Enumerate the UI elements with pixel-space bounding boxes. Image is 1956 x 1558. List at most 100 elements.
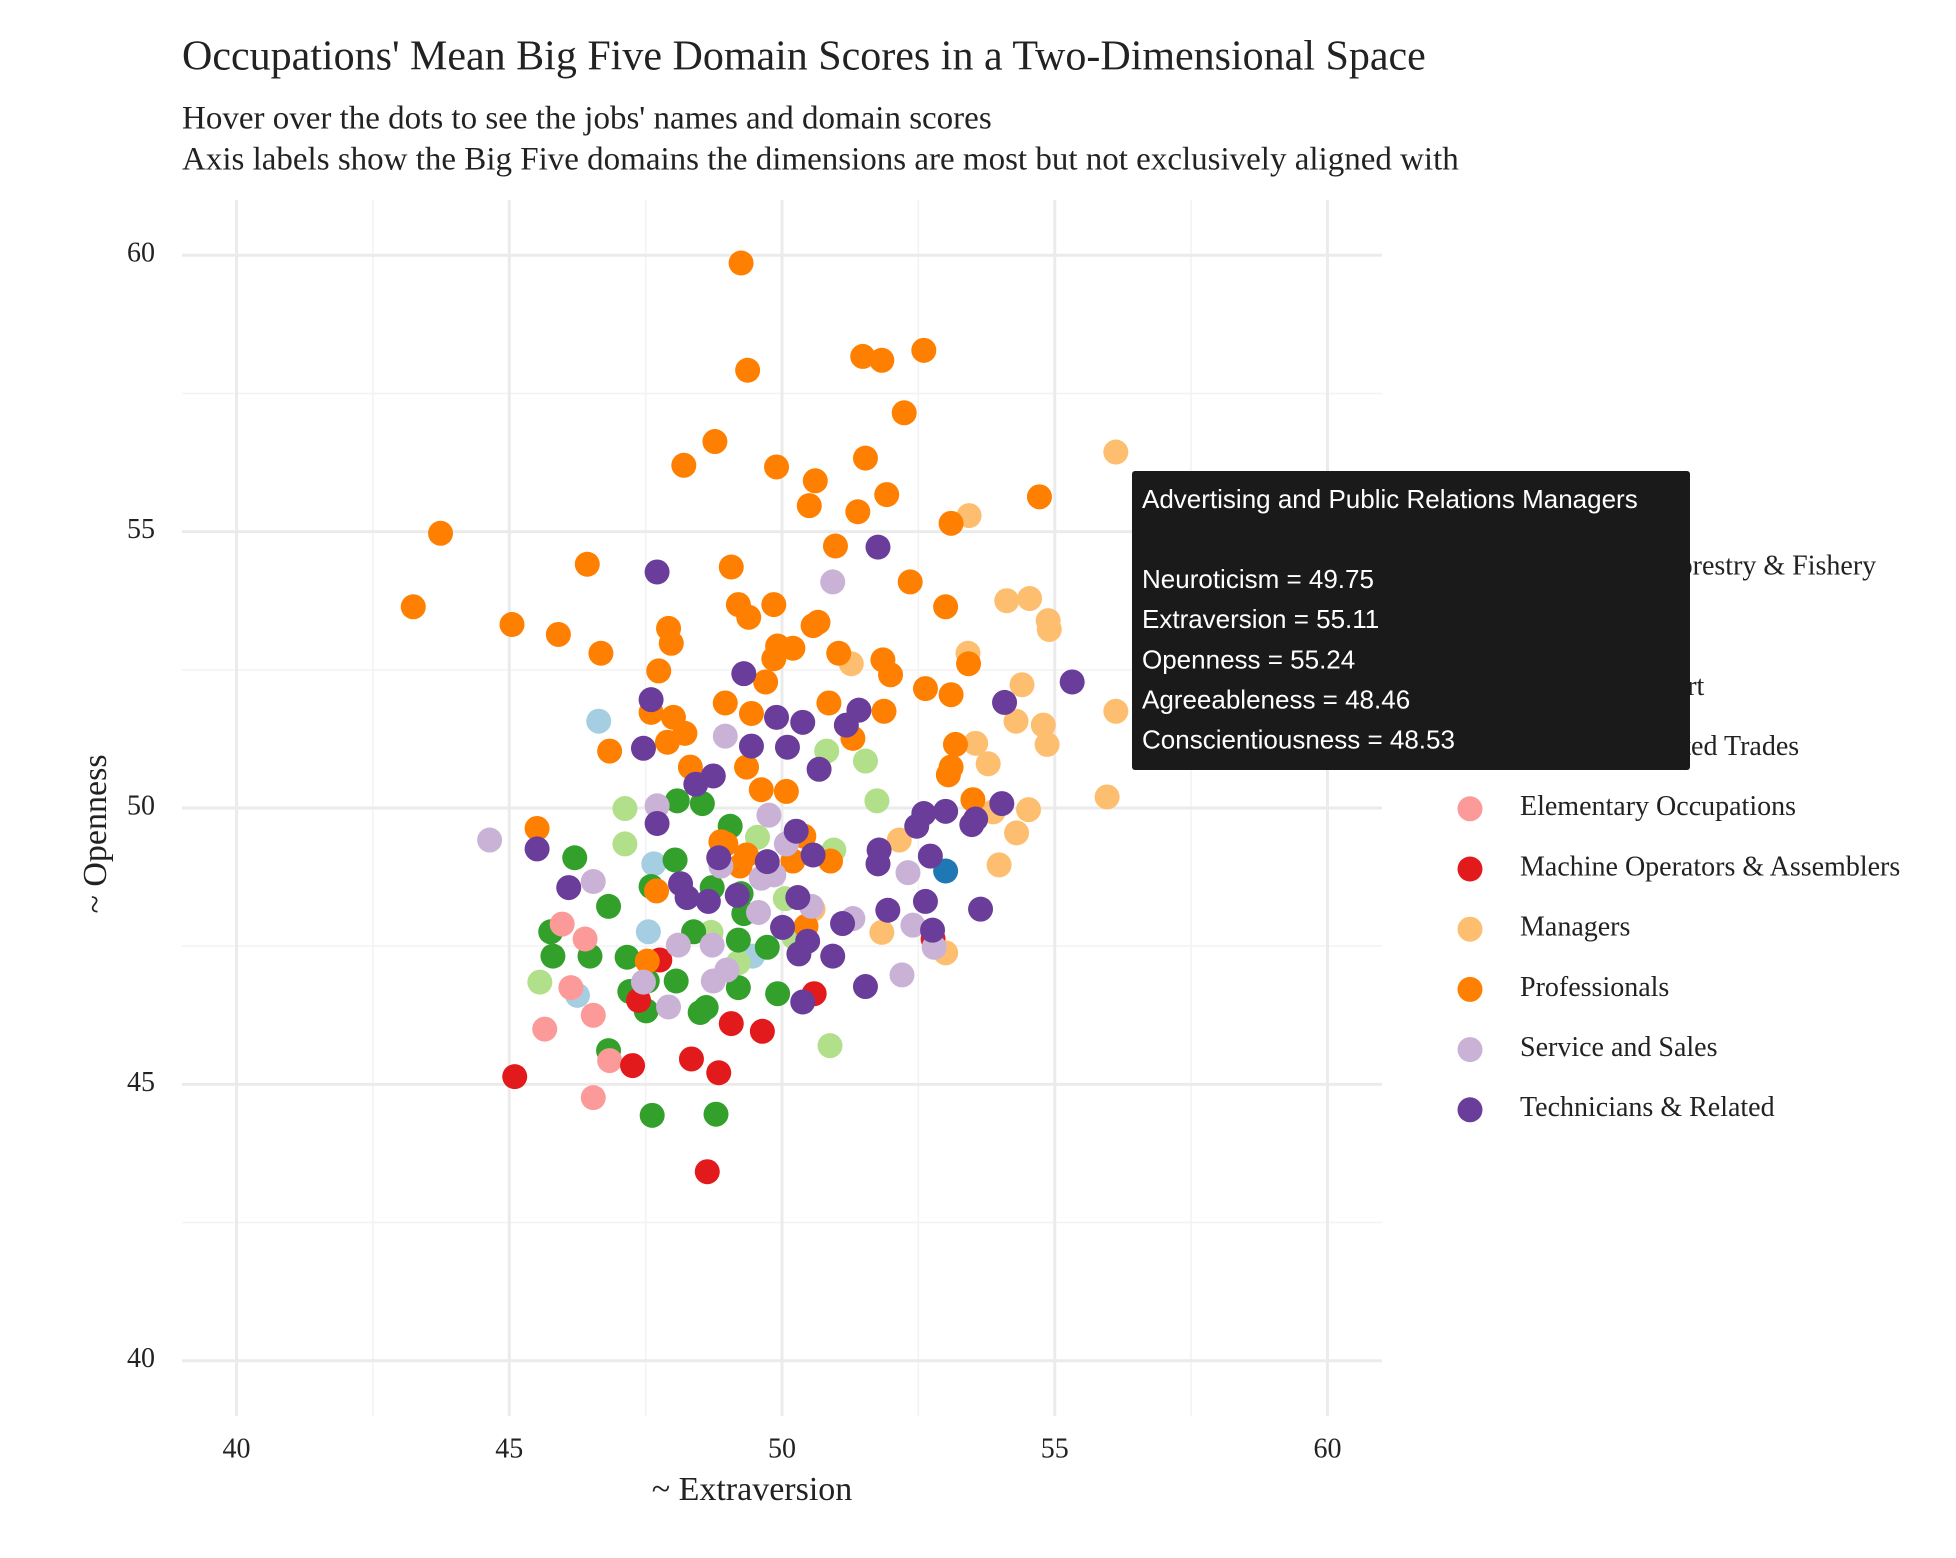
data-point	[912, 888, 938, 914]
data-point	[646, 658, 672, 684]
data-point	[638, 687, 664, 713]
data-point	[820, 569, 846, 595]
data-point	[1094, 784, 1120, 810]
tooltip-title: Advertising and Public Relations Manager…	[1142, 484, 1638, 514]
tooltip-line: Openness = 55.24	[1142, 644, 1355, 674]
data-point	[826, 640, 852, 666]
x-axis-label: ~ Extraversion	[652, 1471, 853, 1508]
legend-swatch	[1457, 976, 1483, 1002]
x-tick-label: 40	[223, 1433, 251, 1464]
data-point	[846, 697, 872, 723]
data-point	[725, 975, 751, 1001]
data-point	[580, 1085, 606, 1111]
data-point	[1030, 712, 1056, 738]
data-point	[549, 911, 575, 937]
tooltip-line: Conscientiousness = 48.53	[1142, 725, 1455, 755]
data-point	[644, 793, 670, 819]
data-point	[656, 994, 682, 1020]
data-point	[874, 482, 900, 508]
legend-label: Professionals	[1520, 972, 1669, 1003]
data-point	[662, 847, 688, 873]
data-point	[875, 897, 901, 923]
tooltip: Advertising and Public Relations Manager…	[1132, 471, 1690, 770]
data-point	[596, 893, 622, 919]
data-point	[694, 1159, 720, 1185]
data-point	[1036, 616, 1062, 642]
data-point	[703, 1101, 729, 1127]
data-point	[588, 640, 614, 666]
data-point	[614, 944, 640, 970]
data-point	[597, 738, 623, 764]
data-point	[1017, 586, 1043, 612]
data-point	[499, 611, 525, 637]
data-point	[773, 778, 799, 804]
data-point	[1059, 669, 1085, 695]
data-point	[938, 682, 964, 708]
data-point	[911, 337, 937, 363]
data-point	[724, 882, 750, 908]
data-point	[871, 698, 897, 724]
data-point	[806, 756, 832, 782]
data-point	[942, 731, 968, 757]
y-tick-label: 50	[127, 790, 155, 821]
data-point	[956, 651, 982, 677]
data-point	[524, 836, 550, 862]
data-point	[572, 926, 598, 952]
data-point	[796, 493, 822, 519]
legend-swatch	[1457, 1037, 1483, 1063]
data-point	[920, 917, 946, 943]
data-point	[678, 1046, 704, 1072]
data-point	[770, 914, 796, 940]
legend-label: Service and Sales	[1520, 1032, 1718, 1063]
data-point	[693, 995, 719, 1021]
data-point	[749, 1018, 775, 1044]
data-point	[689, 791, 715, 817]
data-point	[671, 452, 697, 478]
data-point	[727, 853, 753, 879]
data-point	[963, 806, 989, 832]
legend-label: Technicians & Related	[1520, 1092, 1775, 1123]
data-point	[683, 771, 709, 797]
data-point	[718, 1011, 744, 1037]
data-point	[935, 762, 961, 788]
data-point	[886, 827, 912, 853]
data-point	[938, 510, 964, 536]
data-point	[865, 851, 891, 877]
data-point	[869, 347, 895, 373]
data-point	[731, 661, 757, 687]
data-point	[532, 1016, 558, 1042]
data-point	[1004, 820, 1030, 846]
y-tick-label: 40	[127, 1343, 155, 1374]
legend-swatch	[1457, 796, 1483, 822]
data-point	[630, 969, 656, 995]
data-point	[540, 943, 566, 969]
data-point	[850, 343, 876, 369]
data-point	[644, 810, 670, 836]
data-point	[790, 709, 816, 735]
data-point	[785, 885, 811, 911]
data-point	[912, 676, 938, 702]
data-point	[754, 934, 780, 960]
data-point	[586, 708, 612, 734]
data-point	[556, 875, 582, 901]
data-point	[1009, 672, 1035, 698]
data-point	[663, 968, 689, 994]
y-tick-label: 55	[127, 514, 155, 545]
data-point	[933, 798, 959, 824]
data-point	[986, 852, 1012, 878]
y-tick-label: 45	[127, 1067, 155, 1098]
tooltip-line: Agreeableness = 48.46	[1142, 684, 1410, 714]
data-point	[562, 845, 588, 871]
data-point	[644, 878, 670, 904]
data-point	[790, 989, 816, 1015]
data-point	[700, 968, 726, 994]
legend-swatch	[1457, 856, 1483, 882]
data-point	[748, 777, 774, 803]
data-point	[725, 927, 751, 953]
data-point	[845, 499, 871, 525]
data-point	[822, 533, 848, 559]
chart-title: Occupations' Mean Big Five Domain Scores…	[182, 34, 1426, 80]
data-point	[597, 1048, 623, 1074]
data-point	[933, 858, 959, 884]
